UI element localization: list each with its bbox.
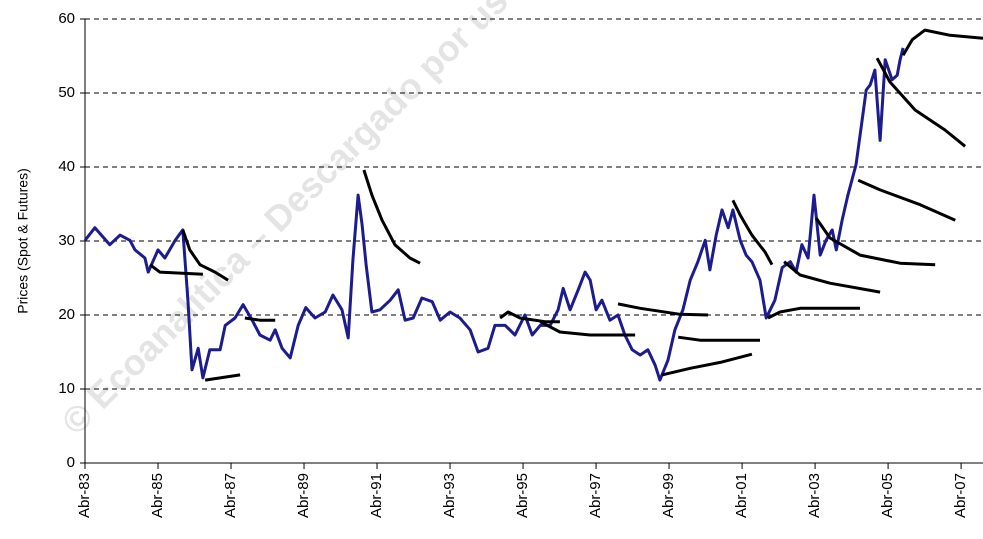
y-tick-label: 60	[58, 10, 75, 27]
futures-line	[149, 263, 203, 276]
y-tick-label: 20	[58, 306, 75, 323]
x-tick-label: Abr-97	[587, 473, 604, 518]
x-tick-label: Abr-01	[733, 473, 750, 518]
futures-line	[617, 302, 709, 317]
x-tick-label: Abr-87	[222, 473, 239, 518]
y-tick-label: 50	[58, 84, 75, 101]
futures-line	[661, 352, 753, 377]
futures-line	[539, 320, 636, 337]
x-tick-label: Abr-89	[295, 473, 312, 518]
watermark: © Ecoanalítica – Descargado por us	[53, 0, 515, 442]
x-tick-label: Abr-95	[514, 473, 531, 518]
x-tick-label: Abr-85	[149, 473, 166, 518]
futures-line	[204, 373, 241, 382]
futures-line	[783, 260, 881, 294]
futures-line	[875, 57, 967, 148]
x-tick-label: Abr-05	[879, 473, 896, 518]
x-tick-label: Abr-83	[76, 473, 93, 518]
futures-line	[181, 229, 229, 282]
y-tick-label: 10	[58, 380, 75, 397]
futures-line	[901, 28, 983, 57]
y-tick-label: 0	[67, 454, 75, 471]
futures-line	[244, 316, 276, 322]
futures-line	[857, 178, 956, 222]
x-tick-label: Abr-93	[441, 473, 458, 518]
futures-line	[499, 310, 560, 324]
futures-line	[814, 217, 936, 267]
x-tick-label: Abr-99	[660, 473, 677, 518]
y-tick-label: 40	[58, 158, 75, 175]
futures-line	[731, 199, 774, 266]
x-tick-label: Abr-91	[368, 473, 385, 518]
futures-line	[677, 335, 760, 342]
futures-line	[767, 306, 860, 320]
x-tick-label: Abr-03	[806, 473, 823, 518]
spot-line	[83, 47, 905, 382]
y-tick-label: 30	[58, 232, 75, 249]
futures-line	[362, 169, 421, 265]
x-tick-label: Abr-07	[952, 473, 969, 518]
y-axis-label: Prices (Spot & Futures)	[15, 168, 31, 314]
